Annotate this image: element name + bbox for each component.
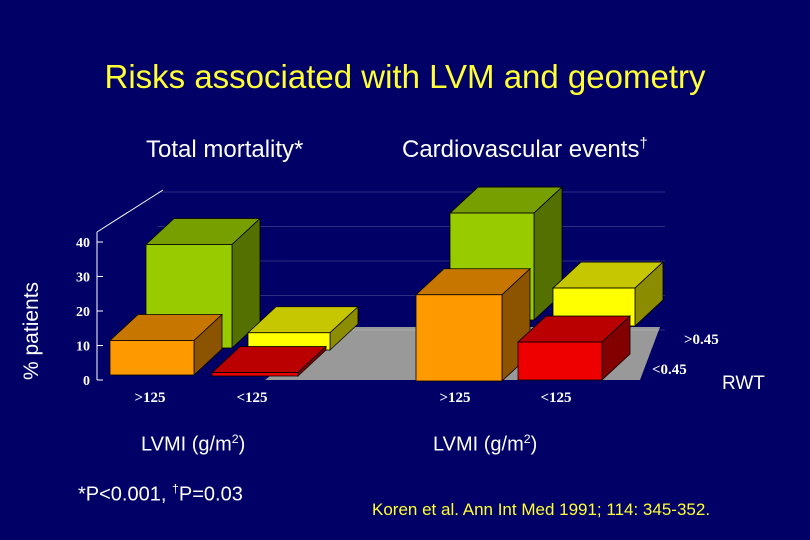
bar-1-2 (414, 267, 532, 382)
wall-edge (96, 189, 164, 233)
x-tick-label: >125 (439, 390, 470, 406)
x-tick-label: <125 (540, 390, 571, 406)
panel-title-total-mortality: Total mortality* (146, 136, 304, 163)
y-tick-label: 10 (76, 340, 90, 355)
bar-1-3 (516, 315, 632, 381)
y-tick-label: 30 (76, 271, 90, 286)
x-axis-label-right: LVMI (g/m2) (433, 432, 538, 456)
bar-0-0 (144, 217, 262, 349)
bar-0-1 (246, 305, 360, 351)
x-axis-label-left: LVMI (g/m2) (141, 432, 246, 456)
chart-labels: 0 10 20 30 40 >125 <125 >125 <125 >0.45 <0.45 (76, 236, 719, 406)
footnote: *P<0.001, †P=0.03 (78, 482, 243, 506)
rwt-tick-label: <0.45 (652, 362, 687, 378)
y-tick-label: 40 (76, 236, 90, 251)
x-tick-label: >125 (134, 390, 165, 406)
bar-front-face (415, 294, 503, 382)
chart-bars (108, 186, 665, 382)
bar-0-2 (108, 313, 224, 376)
bar-front-face (517, 341, 603, 381)
citation: Koren et al. Ann Int Med 1991; 114: 345-… (372, 500, 711, 519)
slide-title: Risks associated with LVM and geometry (104, 58, 706, 95)
bar-0-3 (210, 345, 328, 377)
rwt-tick-label: >0.45 (684, 332, 719, 348)
panel-title-cardiovascular-events: Cardiovascular events† (402, 136, 648, 163)
rwt-axis-label: RWT (722, 373, 765, 394)
bar-front-face (211, 372, 299, 377)
x-tick-label: <125 (236, 390, 267, 406)
y-tick-label: 0 (83, 374, 90, 389)
bar-front-face (109, 340, 195, 376)
y-tick-label: 20 (76, 305, 90, 320)
